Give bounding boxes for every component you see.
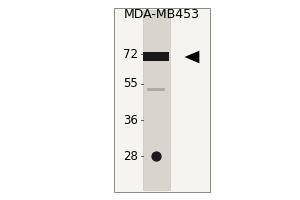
FancyBboxPatch shape [143, 52, 169, 61]
FancyBboxPatch shape [142, 10, 170, 190]
FancyBboxPatch shape [147, 88, 165, 91]
Text: MDA-MB453: MDA-MB453 [124, 8, 200, 21]
Text: 72: 72 [123, 47, 138, 60]
FancyBboxPatch shape [114, 8, 210, 192]
Point [154, 154, 158, 158]
Text: 55: 55 [123, 77, 138, 90]
Polygon shape [184, 51, 199, 63]
Text: 36: 36 [123, 114, 138, 127]
Text: 28: 28 [123, 150, 138, 162]
